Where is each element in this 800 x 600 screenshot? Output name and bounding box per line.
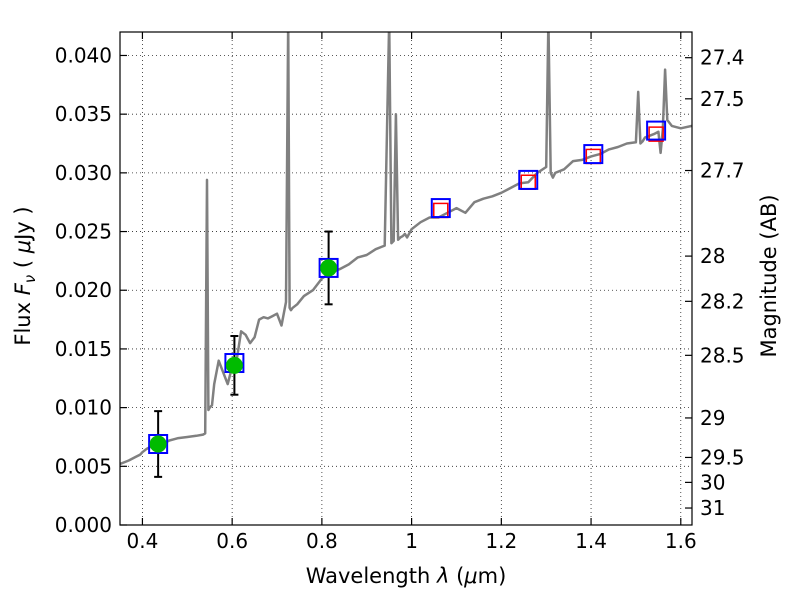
y-axis-label: Flux Fν ( μJy ) <box>11 206 39 345</box>
plot-frame <box>119 31 693 526</box>
y-tick-label: 0.005 <box>55 454 112 478</box>
x-tick-label: 1 <box>405 529 418 553</box>
y-tick-label: 0.010 <box>55 396 112 420</box>
y2-tick-label: 31 <box>700 496 725 520</box>
y-tick-label: 0.015 <box>55 337 112 361</box>
spectrum-line <box>120 32 692 466</box>
x-axis-label: Wavelength λ (μm) <box>306 564 507 588</box>
model-photometry-marker <box>318 257 339 278</box>
model-photometry-marker <box>430 198 451 219</box>
observed-point <box>320 259 338 277</box>
y2-tick-label: 28 <box>700 244 725 268</box>
x-tick-label: 0.8 <box>306 529 338 553</box>
y2-tick-label: 29 <box>700 406 725 430</box>
axis-ticks: 0.4 0.6 0.8 1 1.2 1.4 1.6 0.000 0.005 0.010 0.015 0… <box>55 32 745 553</box>
y-tick-label: 0.035 <box>55 102 112 126</box>
y2-tick-label: 27.7 <box>700 159 745 183</box>
x-tick-label: 0.6 <box>216 529 248 553</box>
y2-axis-label: Magnitude (AB) <box>757 194 781 357</box>
y-tick-label: 0.000 <box>55 513 112 537</box>
y-tick-label: 0.020 <box>55 278 112 302</box>
y2-tick-label: 30 <box>700 470 725 494</box>
plot-area <box>120 32 692 478</box>
y2-tick-label: 29.5 <box>700 445 745 469</box>
upper-model-marker <box>648 126 664 142</box>
model-photometry-marker <box>148 434 169 455</box>
y-tick-label: 0.030 <box>55 161 112 185</box>
observed-point <box>225 356 243 374</box>
model-photometry-marker <box>583 144 604 165</box>
x-tick-label: 0.4 <box>127 529 159 553</box>
observed-point <box>149 435 167 453</box>
x-tick-label: 1.6 <box>665 529 697 553</box>
y2-tick-label: 28.2 <box>700 289 745 313</box>
y-tick-label: 0.025 <box>55 220 112 244</box>
y2-tick-label: 28.5 <box>700 343 745 367</box>
model-photometry-marker <box>646 120 667 141</box>
y2-tick-label: 27.5 <box>700 87 745 111</box>
y-tick-label: 0.040 <box>55 43 112 67</box>
model-photometry-marker <box>518 169 539 190</box>
x-tick-label: 1.4 <box>575 529 607 553</box>
x-tick-label: 1.2 <box>485 529 517 553</box>
y2-tick-label: 27.4 <box>700 46 745 70</box>
